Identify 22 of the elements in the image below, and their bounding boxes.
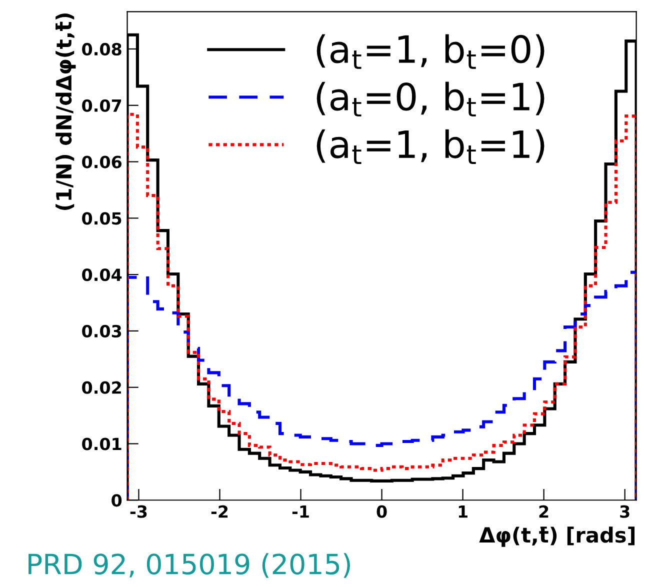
y-axis-title: (1/N) dN/dΔφ(t,t̄) (56, 14, 76, 210)
y-tick-label: 0 (112, 494, 122, 507)
x-tick-label: -1 (292, 506, 309, 518)
text: PRD 92, 015019 (2015) (28, 553, 350, 578)
y-tick-label: 0.02 (82, 381, 121, 394)
y-tick-label: 0.01 (82, 438, 122, 450)
x-tick-label: 1 (458, 506, 468, 518)
x-tick-label: 0 (376, 505, 387, 518)
x-tick-label: -2 (211, 505, 228, 518)
x-axis-title: Δφ(t,t̄) [rads] (479, 526, 635, 547)
legend-label: (a$_{t}$=0, b$_{t}$=1) (316, 82, 544, 116)
legend-label: (a$_{t}$=1, b$_{t}$=0) (316, 34, 544, 69)
y-tick-label: 0.06 (82, 156, 122, 168)
x-tick-label: 3 (620, 505, 630, 518)
x-tick-label: -3 (130, 505, 147, 518)
y-tick-label: 0.08 (82, 42, 122, 56)
y-tick-label: 0.07 (82, 99, 122, 112)
legend-label: (a$_{t}$=1, b$_{t}$=1) (316, 129, 544, 164)
y-tick-label: 0.05 (82, 212, 122, 225)
x-tick-label: 2 (539, 505, 548, 518)
y-tick-label: 0.03 (82, 324, 122, 338)
y-tick-label: 0.04 (82, 268, 122, 282)
